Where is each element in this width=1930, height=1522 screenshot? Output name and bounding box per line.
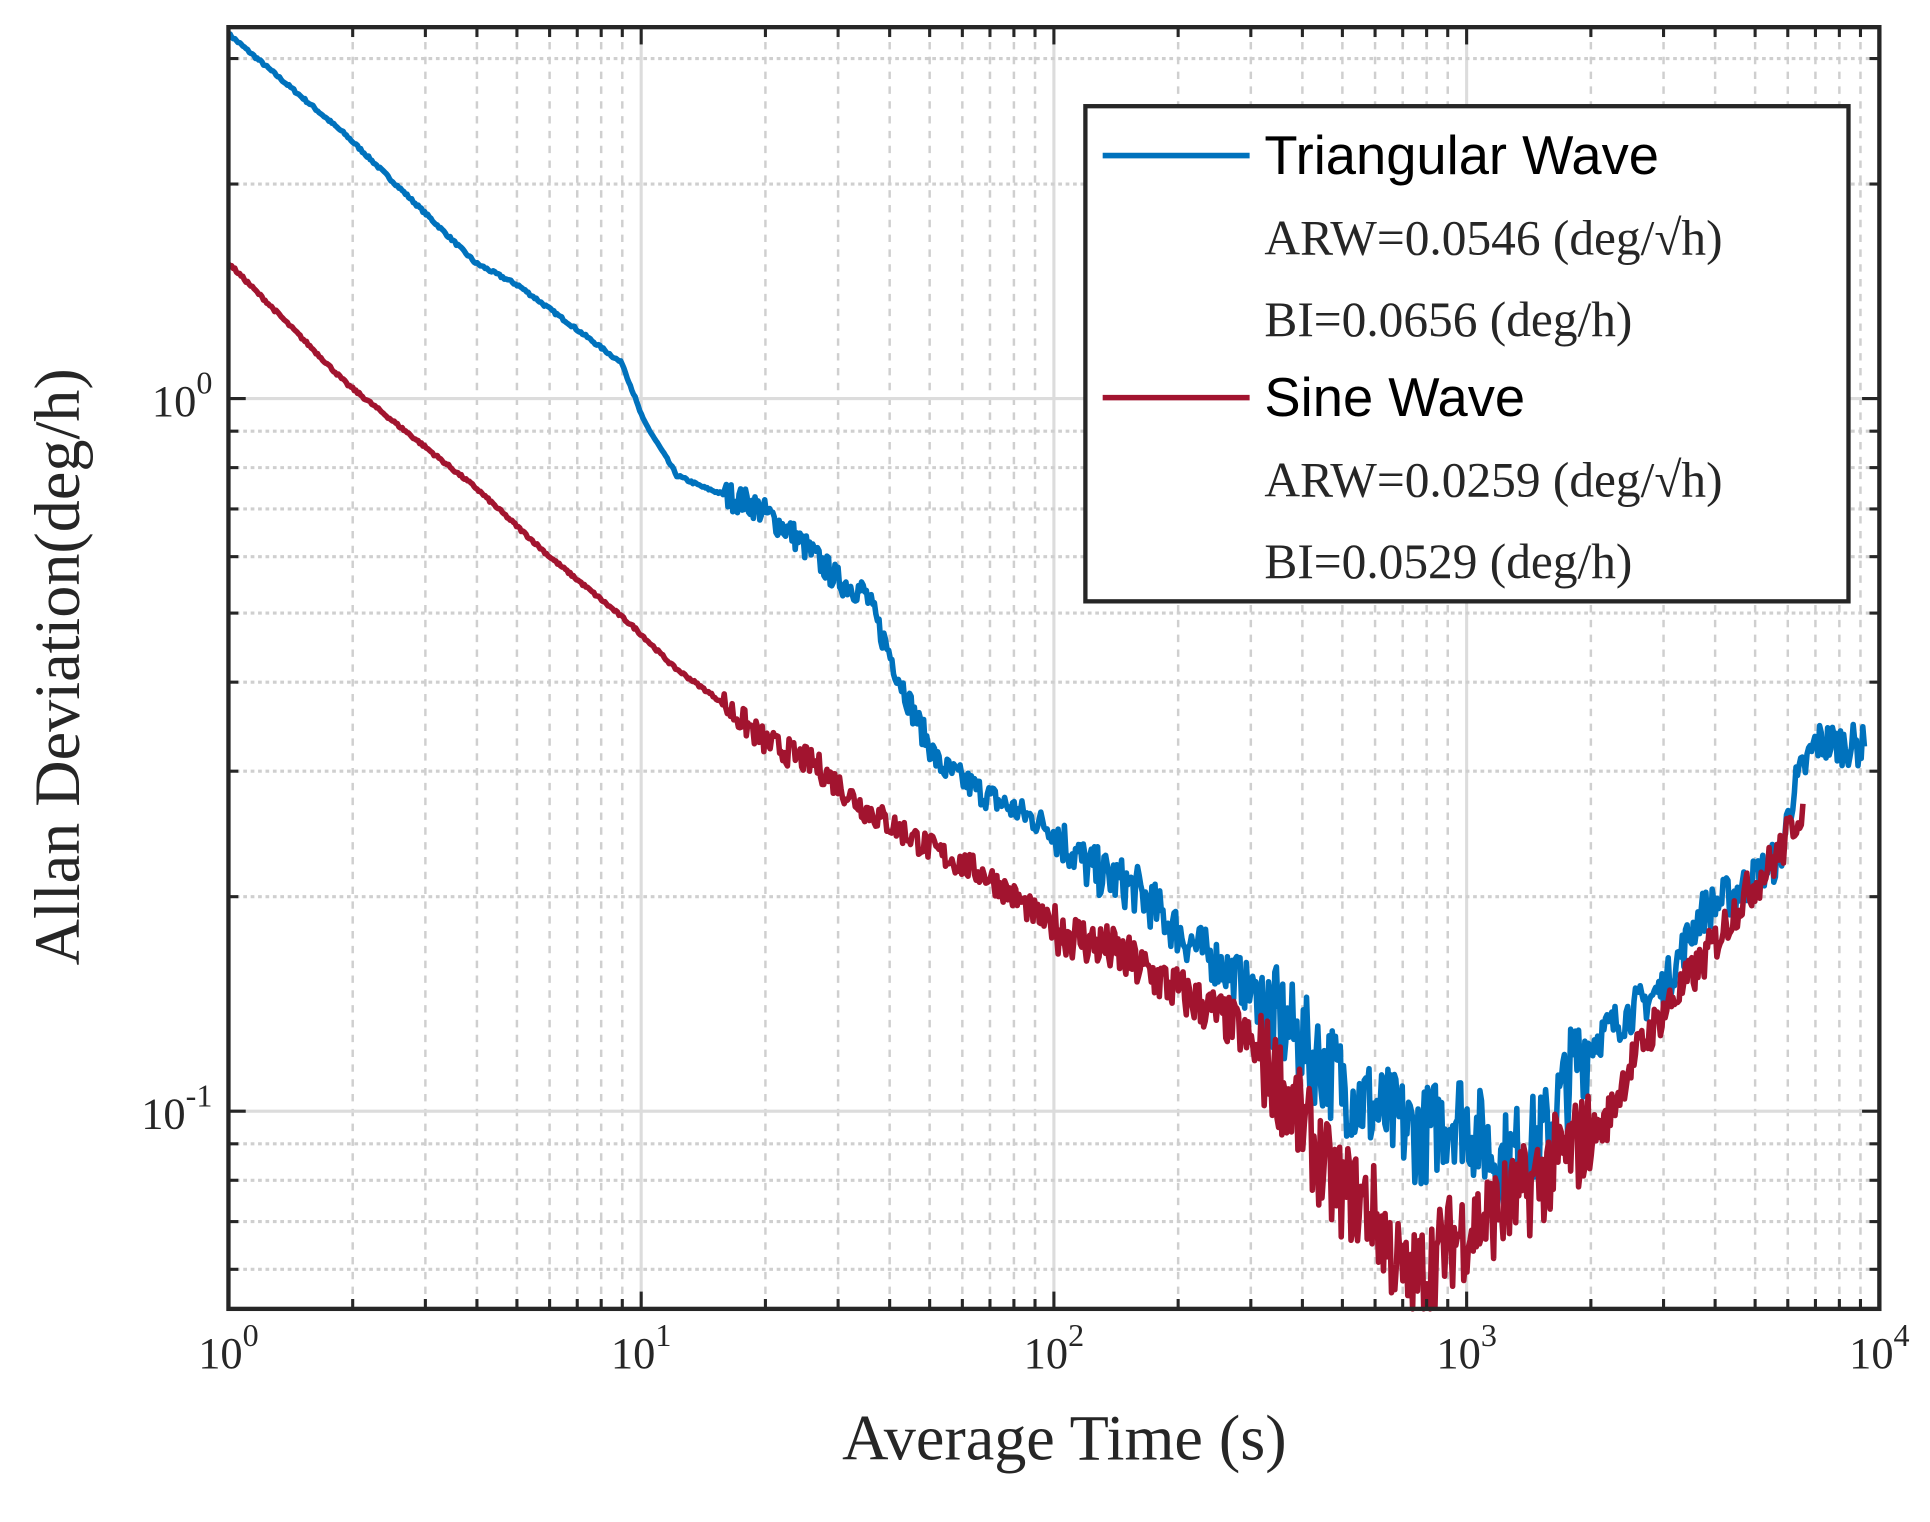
legend-note: BI=0.0656 (deg/h)	[1264, 292, 1632, 347]
series-line-sine-wave	[226, 261, 1806, 1312]
y-tick-label: 10-1	[141, 1077, 212, 1138]
x-tick-label-base: 10	[1436, 1328, 1480, 1378]
y-tick-label-base: 10	[152, 376, 196, 426]
legend-series-label: Triangular Wave	[1264, 125, 1659, 186]
legend-box	[1083, 104, 1851, 604]
x-tick-label-base: 10	[198, 1328, 242, 1378]
x-tick-label-base: 10	[1849, 1328, 1893, 1378]
legend: Triangular Wave ARW=0.0546 (deg/√h) BI=0.0…	[1083, 104, 1851, 604]
x-tick-label: 101	[611, 1317, 671, 1378]
legend-note: ARW=0.0546 (deg/√h)	[1264, 210, 1722, 265]
y-tick-label: 100	[152, 365, 212, 426]
x-tick-label-exponent: 1	[655, 1317, 671, 1353]
x-axis-label: Average Time (s)	[842, 1403, 1286, 1474]
legend-note: BI=0.0529 (deg/h)	[1264, 534, 1632, 589]
axes-frame	[226, 25, 1882, 1312]
x-tick-labels: 100 101 102 103 104	[198, 1317, 1909, 1378]
legend-note: ARW=0.0259 (deg/√h)	[1264, 452, 1722, 507]
grid	[228, 27, 1880, 1309]
series-lines	[226, 31, 1868, 1312]
x-tick-label-base: 10	[611, 1328, 655, 1378]
series-line-triangular-wave	[226, 31, 1868, 1210]
x-tick-label: 103	[1436, 1317, 1496, 1378]
y-tick-label-exponent: -1	[186, 1077, 213, 1113]
y-tick-label-exponent: 0	[196, 365, 212, 401]
x-tick-label: 100	[198, 1317, 258, 1378]
legend-series-label: Sine Wave	[1264, 367, 1525, 428]
y-axis-label: Allan Deviation(deg/h)	[22, 368, 93, 965]
x-tick-label-base: 10	[1024, 1328, 1068, 1378]
x-tick-label-exponent: 0	[243, 1317, 259, 1353]
x-tick-label-exponent: 4	[1894, 1317, 1910, 1353]
axes	[226, 25, 1882, 1312]
x-tick-label: 102	[1024, 1317, 1084, 1378]
x-tick-label-exponent: 3	[1481, 1317, 1497, 1353]
y-tick-label-base: 10	[141, 1088, 185, 1138]
x-tick-label: 104	[1849, 1317, 1909, 1378]
x-tick-label-exponent: 2	[1068, 1317, 1084, 1353]
